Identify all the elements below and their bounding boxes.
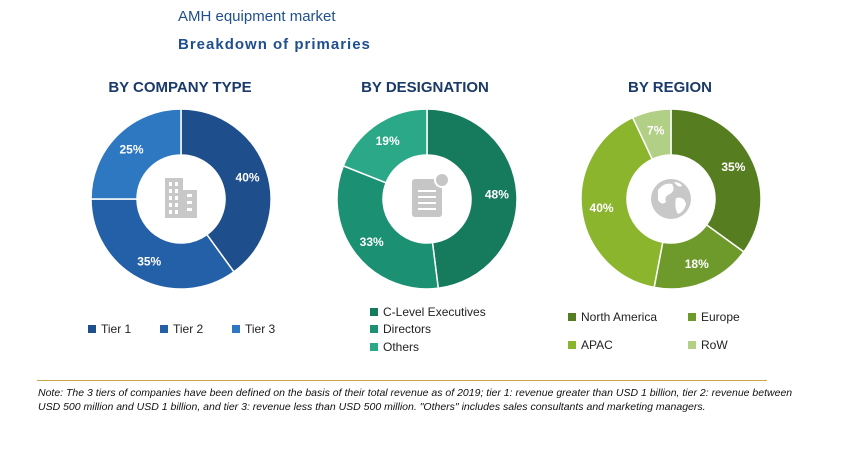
legend-item-row: RoW bbox=[688, 338, 728, 352]
legend-label: Tier 1 bbox=[101, 322, 132, 336]
donut-chart-company-type: 40% 35% 25% bbox=[90, 108, 272, 290]
donut-slice-tier-3 bbox=[90, 108, 182, 200]
legend-item-europe: Europe bbox=[688, 310, 740, 324]
legend-item-tier-3: Tier 3 bbox=[232, 322, 275, 336]
donut-slice-apac bbox=[580, 116, 664, 289]
legend-label: Europe bbox=[701, 310, 740, 324]
donut-slice-others bbox=[342, 108, 428, 184]
slice-value-label: 7% bbox=[647, 124, 665, 138]
legend-item-c-level: C-Level Executives bbox=[370, 305, 486, 319]
page-subtitle: Breakdown of primaries bbox=[178, 36, 371, 53]
chart-title-region: BY REGION bbox=[628, 79, 712, 96]
slice-value-label: 40% bbox=[590, 201, 614, 215]
legend-swatch bbox=[160, 324, 168, 333]
donut-slice-row bbox=[631, 108, 672, 161]
slice-value-label: 35% bbox=[721, 160, 745, 174]
donut-chart-designation: 48% 33% 19% bbox=[336, 108, 518, 290]
donut-chart-region: 35% 18% 40% 7% bbox=[580, 108, 762, 290]
legend-label: APAC bbox=[581, 338, 613, 352]
slice-value-label: 40% bbox=[236, 170, 260, 184]
slice-value-label: 48% bbox=[485, 188, 509, 202]
legend-label: C-Level Executives bbox=[383, 305, 486, 319]
legend-swatch bbox=[232, 324, 240, 333]
building-icon bbox=[165, 178, 197, 218]
globe-icon bbox=[651, 179, 691, 219]
slice-value-label: 18% bbox=[685, 257, 709, 271]
legend-label: Directors bbox=[383, 322, 432, 336]
legend-swatch bbox=[370, 324, 378, 333]
legend-swatch bbox=[568, 312, 576, 321]
legend-swatch bbox=[370, 307, 378, 316]
legend-label: Tier 2 bbox=[173, 322, 204, 336]
donut-slice-tier-1 bbox=[180, 108, 272, 273]
donut-slice-directors bbox=[336, 164, 440, 290]
legend-label: Others bbox=[383, 340, 420, 354]
document-icon bbox=[412, 172, 450, 217]
page-title: AMH equipment market bbox=[178, 8, 336, 25]
legend-swatch bbox=[688, 312, 696, 321]
donut-slice-tier-2 bbox=[90, 198, 235, 290]
legend-swatch bbox=[568, 340, 576, 349]
donut-slice-north-america bbox=[670, 108, 762, 253]
legend-item-others: Others bbox=[370, 340, 419, 354]
footnote: Note: The 3 tiers of companies have been… bbox=[38, 387, 793, 413]
footer-divider bbox=[37, 380, 767, 381]
donut-slice-c-level-executives bbox=[426, 108, 518, 290]
legend-swatch bbox=[370, 342, 378, 351]
legend-swatch bbox=[88, 324, 96, 333]
legend-label: RoW bbox=[701, 338, 728, 352]
chart-title-designation: BY DESIGNATION bbox=[361, 79, 489, 96]
legend-item-directors: Directors bbox=[370, 322, 431, 336]
slice-value-label: 33% bbox=[360, 235, 384, 249]
chart-title-company-type: BY COMPANY TYPE bbox=[108, 79, 252, 96]
legend-label: North America bbox=[581, 310, 658, 324]
legend-item-tier-2: Tier 2 bbox=[160, 322, 203, 336]
legend-item-north-america: North America bbox=[568, 310, 657, 324]
slice-value-label: 35% bbox=[137, 254, 161, 268]
legend-item-tier-1: Tier 1 bbox=[88, 322, 131, 336]
legend-label: Tier 3 bbox=[245, 322, 276, 336]
legend-swatch bbox=[688, 340, 696, 349]
slice-value-label: 25% bbox=[119, 143, 143, 157]
legend-item-apac: APAC bbox=[568, 338, 613, 352]
slice-value-label: 19% bbox=[376, 134, 400, 148]
